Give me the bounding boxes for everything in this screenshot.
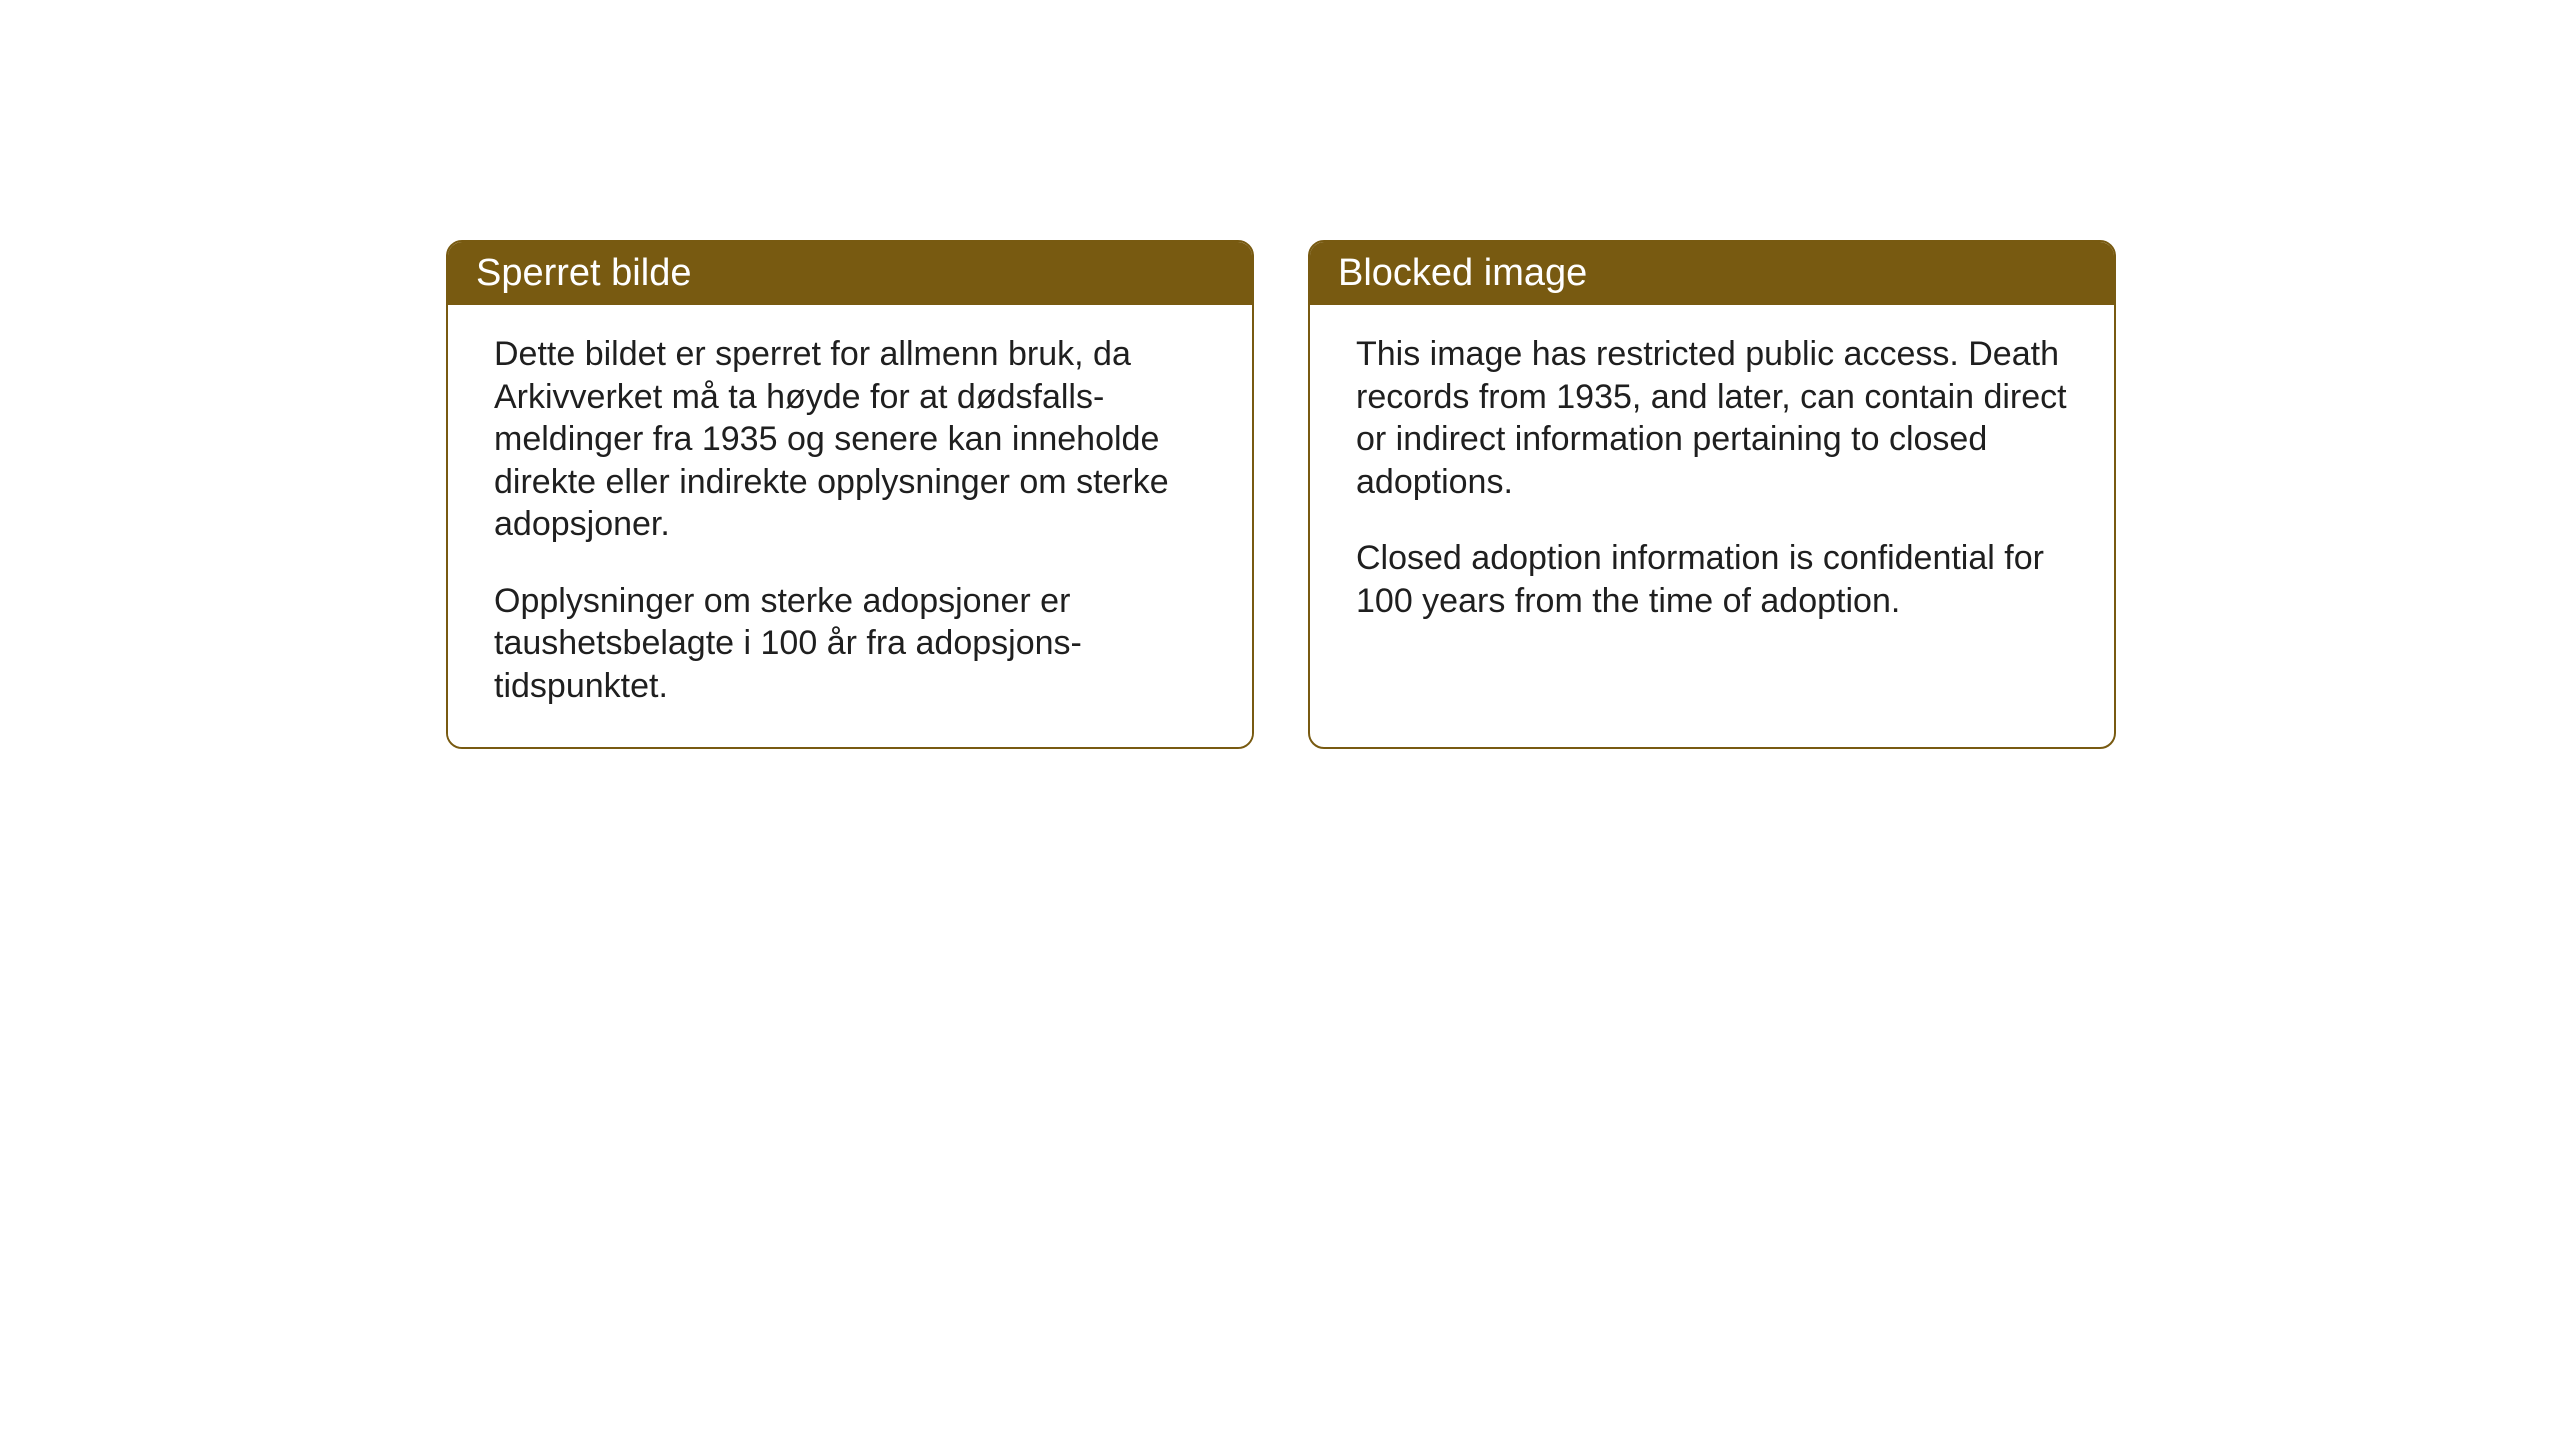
english-card-body: This image has restricted public access.… (1310, 305, 2114, 722)
norwegian-notice-card: Sperret bilde Dette bildet er sperret fo… (446, 240, 1254, 749)
english-notice-card: Blocked image This image has restricted … (1308, 240, 2116, 749)
norwegian-card-body: Dette bildet er sperret for allmenn bruk… (448, 305, 1252, 747)
norwegian-paragraph-2: Opplysninger om sterke adopsjoner er tau… (494, 580, 1206, 708)
notice-cards-container: Sperret bilde Dette bildet er sperret fo… (446, 240, 2116, 749)
english-paragraph-1: This image has restricted public access.… (1356, 333, 2068, 503)
english-card-header: Blocked image (1310, 242, 2114, 305)
norwegian-card-header: Sperret bilde (448, 242, 1252, 305)
norwegian-card-title: Sperret bilde (476, 252, 691, 294)
english-paragraph-2: Closed adoption information is confident… (1356, 537, 2068, 622)
english-card-title: Blocked image (1338, 252, 1587, 294)
norwegian-paragraph-1: Dette bildet er sperret for allmenn bruk… (494, 333, 1206, 546)
